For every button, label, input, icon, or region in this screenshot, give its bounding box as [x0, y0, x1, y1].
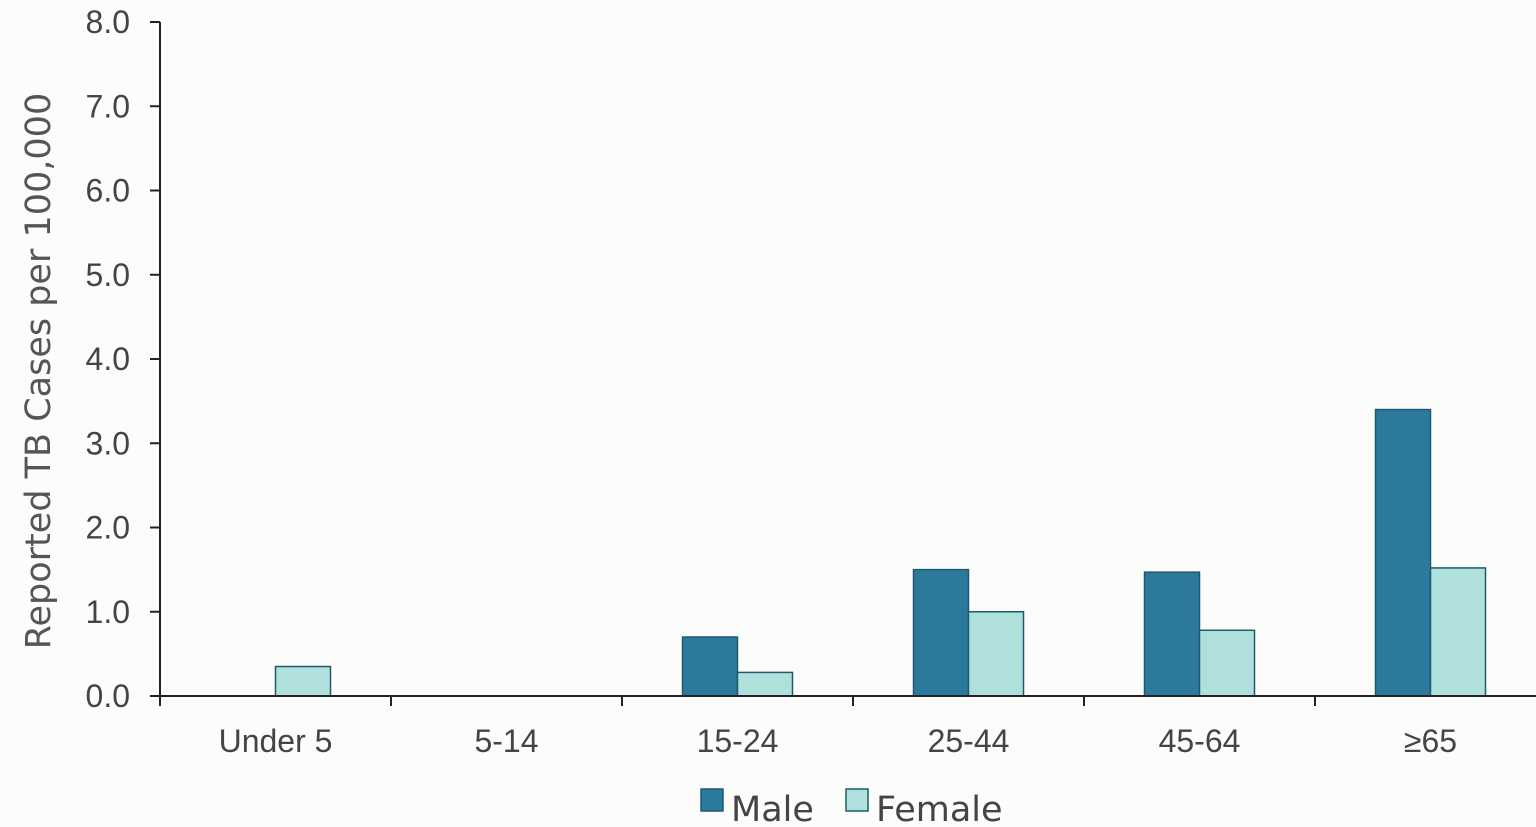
- y-tick-label: 0.0: [86, 678, 130, 714]
- bar-female: [1429, 567, 1487, 697]
- y-tick-label: 7.0: [86, 88, 130, 124]
- bar-female: [1198, 629, 1256, 697]
- bar-male: [912, 568, 970, 697]
- bar-female: [736, 671, 794, 697]
- x-tick-label: 25-44: [928, 723, 1010, 759]
- x-ticks: Under 5 5-14 15-24 25-44 45-64 ≥65: [159, 696, 1457, 759]
- y-tick-label: 2.0: [86, 510, 130, 546]
- y-ticks: 0.0 1.0 2.0 3.0 4.0 5.0 6.0 7.0 8.0: [86, 4, 160, 714]
- bar-male: [1374, 408, 1432, 697]
- x-tick-label: 45-64: [1159, 723, 1241, 759]
- y-tick-label: 3.0: [86, 425, 130, 461]
- legend: Male Female: [700, 788, 1003, 827]
- bar-female: [274, 665, 332, 697]
- legend-label-female: Female: [876, 790, 1003, 827]
- x-tick-label: 15-24: [697, 723, 779, 759]
- y-axis-label: Reported TB Cases per 100,000: [19, 93, 59, 649]
- bar-female: [967, 611, 1025, 697]
- x-tick-label: ≥65: [1404, 723, 1457, 759]
- legend-swatch-female: [845, 788, 869, 812]
- y-tick-label: 4.0: [86, 341, 130, 377]
- y-tick-label: 5.0: [86, 257, 130, 293]
- x-tick-label: Under 5: [219, 723, 333, 759]
- y-tick-label: 6.0: [86, 173, 130, 209]
- bar-male: [1143, 571, 1201, 697]
- legend-swatch-male: [700, 788, 724, 812]
- y-tick-label: 1.0: [86, 594, 130, 630]
- x-tick-label: 5-14: [474, 723, 538, 759]
- legend-label-male: Male: [731, 790, 814, 827]
- bar-male: [681, 636, 739, 697]
- bars-group: [274, 408, 1487, 697]
- y-tick-label: 8.0: [86, 4, 130, 40]
